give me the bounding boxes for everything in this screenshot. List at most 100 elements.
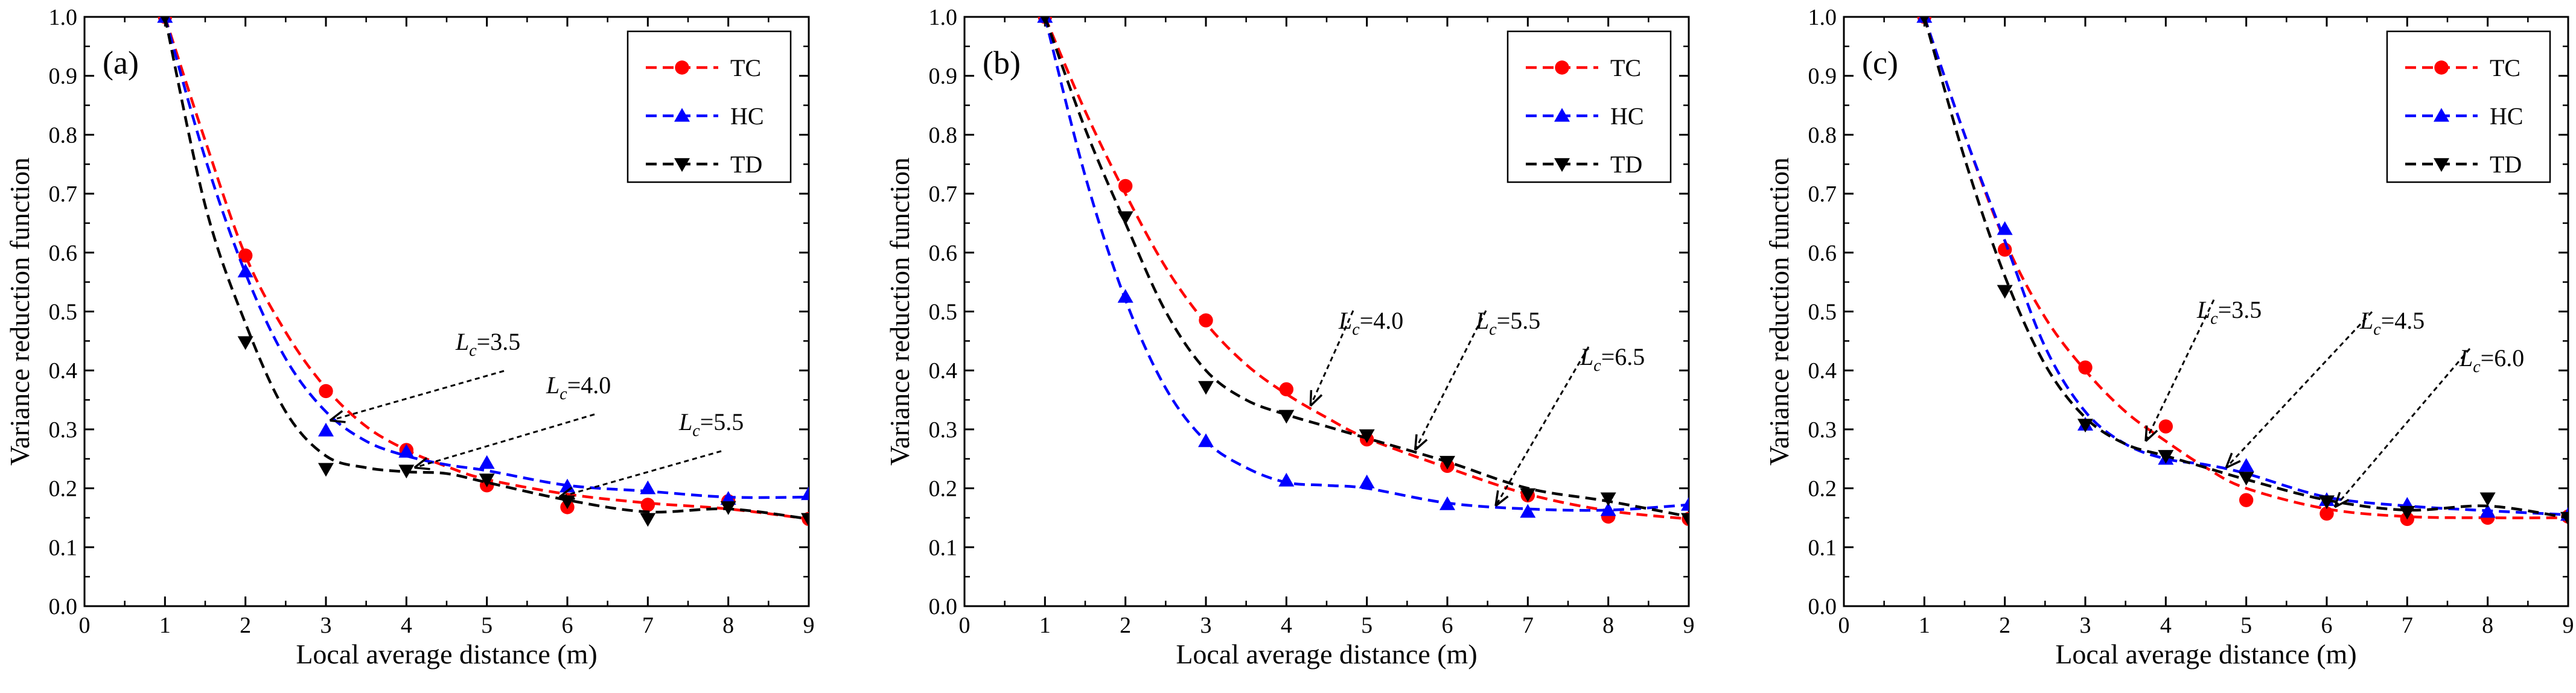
annotation-arrow-head (1494, 490, 1509, 507)
series-line-tc (164, 17, 809, 521)
y-tick-label: 0.0 (49, 594, 78, 619)
legend-label-tc: TC (730, 54, 761, 81)
y-tick-label: 0.1 (1808, 535, 1837, 560)
legend: TC HC TD (626, 30, 792, 183)
x-tick-label: 8 (2482, 613, 2493, 638)
annotation-symbol: L (2359, 307, 2373, 334)
data-point-hc (1997, 221, 2013, 235)
chart-panel-b: 0 1 2 3 4 5 6 7 8 9 0.0 0.1 0.2 0.3 0.4 0.5 0.6 0.7 0.8 0.9… (884, 5, 1695, 669)
legend-marker-td (1554, 158, 1570, 172)
data-point-td (1439, 455, 1455, 470)
annotation-arrow-line (559, 450, 722, 498)
annotation-value: =6.5 (1601, 343, 1645, 370)
x-tick-label: 9 (803, 613, 815, 638)
y-tick-label: 0.0 (1808, 594, 1837, 619)
data-point-hc (1278, 472, 1295, 487)
y-tick-label: 1.0 (929, 5, 958, 30)
annotation-arrow-head (329, 410, 346, 423)
annotation-arrow-head (1414, 434, 1428, 451)
legend-label-tc: TC (1610, 54, 1641, 81)
chart-panel-a: 0 1 2 3 4 5 6 7 8 9 0.0 0.1 0.2 0.3 0.4 0.5 0.6 0.7 0.8 0.9… (4, 5, 815, 669)
data-point-td (1919, 17, 1929, 25)
x-tick-label: 0 (79, 613, 91, 638)
series-td (1040, 17, 1689, 527)
annotation-subscript: c (560, 385, 567, 403)
legend: TC HC TD (2386, 30, 2551, 183)
annotation: Lc=5.5 (558, 408, 744, 500)
x-tick-label: 3 (1200, 613, 1212, 638)
y-axis-label: Variance reduction function (1764, 157, 1794, 466)
legend-label-tc: TC (2490, 54, 2520, 81)
data-point-td (2399, 505, 2415, 520)
legend-label-td: TD (1610, 151, 1642, 178)
annotation-subscript: c (1489, 320, 1497, 339)
y-tick-label: 0.8 (929, 122, 958, 148)
data-point-hc (1117, 289, 1133, 303)
data-point-td (237, 336, 253, 350)
legend-marker-tc (675, 60, 689, 75)
legend-marker-tc (2434, 60, 2449, 75)
y-axis-label: Variance reduction function (884, 157, 915, 466)
annotation-arrow-line (330, 370, 505, 422)
data-point-td (1600, 492, 1616, 507)
x-tick-label: 5 (1361, 613, 1372, 638)
y-tick-label: 0.4 (49, 358, 78, 384)
annotation-arrow-line (1494, 346, 1590, 507)
data-point-tc (2158, 419, 2173, 434)
y-tick-label: 0.8 (1808, 122, 1837, 148)
y-tick-label: 0.1 (929, 535, 958, 560)
y-tick-label: 0.9 (1808, 64, 1837, 89)
data-point-tc (319, 384, 333, 399)
data-point-td (479, 473, 495, 487)
data-point-hc (479, 455, 495, 469)
x-tick-label: 6 (1442, 613, 1453, 638)
y-tick-label: 0.9 (49, 64, 78, 89)
data-point-hc (1198, 433, 1214, 448)
x-tick-label: 4 (1281, 613, 1292, 638)
y-tick-label: 0.7 (929, 182, 958, 207)
data-point-tc (2078, 360, 2093, 375)
x-axis-label: Local average distance (m) (2055, 639, 2356, 669)
annotation-subscript: c (1352, 320, 1360, 339)
legend-marker-hc (1554, 108, 1570, 122)
y-tick-label: 0.7 (49, 182, 78, 207)
annotation-label: Lc=4.0 (1338, 307, 1403, 339)
data-point-td (2319, 495, 2335, 510)
y-tick-label: 0.7 (1808, 182, 1837, 207)
data-point-td (1997, 285, 2013, 299)
data-point-hc (1681, 496, 1689, 511)
data-point-hc (801, 486, 809, 501)
legend-box (2386, 30, 2551, 183)
data-point-td (1681, 513, 1689, 527)
data-point-hc (1520, 504, 1536, 518)
x-tick-label: 2 (240, 613, 251, 638)
x-tick-label: 2 (1999, 613, 2010, 638)
x-tick-label: 9 (1683, 613, 1695, 638)
x-tick-label: 1 (159, 613, 171, 638)
data-point-td (2560, 511, 2568, 526)
annotation-symbol: L (678, 408, 692, 435)
y-tick-label: 0.5 (49, 300, 78, 325)
annotation-arrow-head (2225, 452, 2241, 469)
y-tick-label: 0.9 (929, 64, 958, 89)
x-tick-label: 4 (2160, 613, 2172, 638)
annotation-symbol: L (1338, 307, 1352, 334)
data-point-tc (1279, 382, 1294, 397)
x-tick-label: 0 (1838, 613, 1850, 638)
x-tick-label: 9 (2563, 613, 2574, 638)
series-hc (1037, 17, 1689, 518)
x-tick-label: 8 (1602, 613, 1614, 638)
annotation-label: Lc=5.5 (678, 408, 744, 440)
y-tick-label: 0.6 (929, 241, 958, 266)
annotation-label: Lc=6.5 (1580, 343, 1645, 375)
y-tick-label: 0.8 (49, 122, 78, 148)
y-tick-label: 0.3 (49, 417, 78, 443)
annotation: Lc=6.5 (1494, 343, 1645, 507)
legend-box (626, 30, 792, 183)
y-tick-label: 0.3 (929, 417, 958, 443)
x-tick-label: 6 (562, 613, 573, 638)
data-point-td (1520, 488, 1536, 502)
y-tick-label: 0.6 (1808, 241, 1837, 266)
annotation: Lc=4.0 (1309, 307, 1403, 407)
annotation-symbol: L (1580, 343, 1593, 370)
